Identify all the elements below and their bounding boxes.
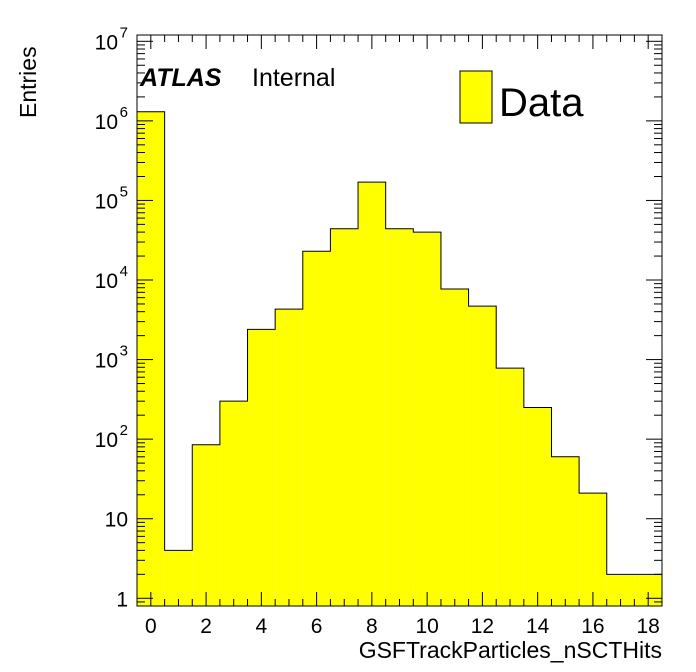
histogram-bar — [192, 444, 220, 606]
y-axis-ticks — [137, 40, 662, 607]
y-tick-label: 10 — [95, 190, 118, 213]
y-tick-label-exponent: 2 — [120, 422, 128, 439]
histogram-bars — [136, 111, 663, 607]
y-tick-label-exponent: 4 — [120, 263, 128, 280]
histogram-bar — [358, 182, 386, 607]
histogram-bar — [496, 368, 524, 606]
x-tick-label: 12 — [471, 615, 494, 638]
x-tick-label: 8 — [366, 615, 378, 638]
atlas-label: ATLAS — [139, 64, 222, 92]
x-tick-label: 0 — [145, 615, 157, 638]
y-tick-label: 10 — [95, 270, 118, 293]
x-tick-label: 16 — [581, 615, 604, 638]
x-axis-tick-labels: 0 2 4 6 8 10 12 14 16 18 — [145, 615, 660, 638]
y-tick-label-exponent: 3 — [120, 343, 128, 360]
histogram-bar — [330, 228, 359, 607]
y-tick-label: 10 — [95, 350, 118, 373]
histogram-outline — [136, 111, 663, 606]
legend: Data — [459, 70, 584, 125]
histogram-bar — [413, 232, 441, 606]
x-tick-label: 10 — [415, 615, 438, 638]
histogram-bar — [468, 306, 497, 606]
legend-label: Data — [499, 81, 584, 125]
histogram-bar — [440, 289, 469, 606]
y-tick-label: 10 — [95, 111, 118, 134]
histogram-bar — [275, 309, 303, 606]
legend-swatch — [459, 70, 493, 124]
histogram-bar — [219, 401, 248, 606]
y-tick-label-exponent: 7 — [120, 24, 128, 41]
x-tick-label: 4 — [255, 615, 267, 638]
x-tick-label: 6 — [311, 615, 323, 638]
histogram-bar — [247, 329, 276, 606]
y-tick-label: 1 — [116, 588, 128, 611]
histogram-bar — [164, 550, 193, 606]
y-tick-label: 10 — [95, 429, 118, 452]
x-tick-label: 14 — [526, 615, 550, 638]
histogram-bar — [523, 407, 552, 606]
y-tick-label: 10 — [95, 31, 118, 54]
histogram-bar — [385, 228, 414, 607]
histogram-bar — [551, 456, 580, 606]
histogram-bar — [579, 493, 607, 606]
internal-label: Internal — [252, 64, 335, 92]
x-tick-label: 2 — [200, 615, 212, 638]
y-tick-label: 10 — [105, 509, 128, 532]
histogram-bar — [302, 251, 331, 606]
y-tick-label-exponent: 5 — [120, 183, 128, 200]
x-axis-label: GSFTrackParticles_nSCTHits — [359, 637, 662, 663]
y-tick-label-exponent: 6 — [120, 104, 128, 121]
x-tick-label: 18 — [637, 615, 660, 638]
x-axis-ticks — [136, 35, 663, 606]
histogram-bar — [137, 111, 165, 606]
y-axis-label: Entries — [15, 46, 41, 118]
